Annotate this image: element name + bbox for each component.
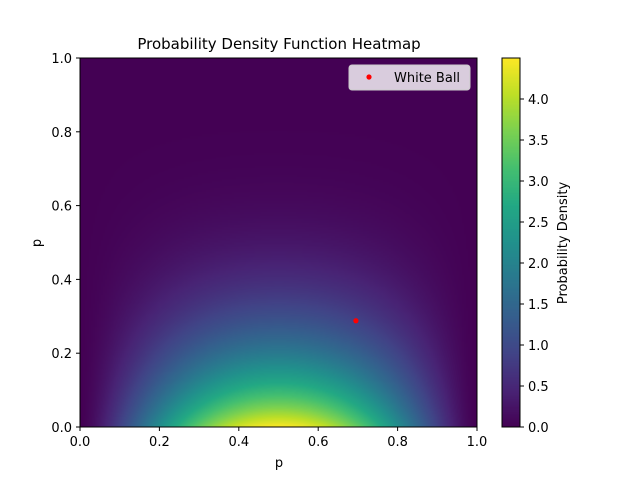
y-tick-label: 0.8 — [51, 126, 72, 141]
chart-title: Probability Density Function Heatmap — [137, 35, 420, 53]
colorbar-tick-label: 1.5 — [528, 298, 549, 313]
point-white-ball — [353, 318, 359, 324]
colorbar-tick-label: 2.0 — [528, 257, 549, 272]
colorbar-gradient — [502, 58, 520, 427]
x-tick-label: 1.0 — [467, 435, 488, 450]
y-tick-label: 0.2 — [51, 347, 72, 362]
y-tick-label: 0.0 — [51, 421, 72, 436]
legend-marker-white-ball — [366, 74, 372, 80]
colorbar-tick-label: 3.5 — [528, 134, 549, 149]
x-axis-label: p — [275, 456, 283, 471]
y-tick-label: 0.4 — [51, 273, 72, 288]
legend-label-white-ball: White Ball — [394, 71, 460, 86]
y-axis-label: p — [30, 239, 45, 247]
legend: White Ball — [348, 64, 471, 91]
colorbar-tick-label: 1.0 — [528, 339, 549, 354]
colorbar-tick-label: 0.0 — [528, 421, 549, 436]
x-tick-label: 0.2 — [149, 435, 170, 450]
colorbar-tick-label: 2.5 — [528, 216, 549, 231]
heatmap-plot-area — [79, 57, 478, 428]
colorbar: 0.0 0.5 1.0 1.5 2.0 2.5 3.0 3.5 4.0 — [501, 57, 549, 436]
colorbar-tick-label: 0.5 — [528, 380, 549, 395]
colorbar-frame — [501, 57, 521, 428]
colorbar-ticks: 0.0 0.5 1.0 1.5 2.0 2.5 3.0 3.5 4.0 — [520, 93, 549, 436]
y-tick-label: 1.0 — [51, 52, 72, 67]
x-tick-label: 0.0 — [70, 435, 91, 450]
data-points — [353, 318, 359, 324]
y-axis: 0.0 0.2 0.4 0.6 0.8 1.0 — [51, 52, 80, 436]
x-tick-label: 0.6 — [308, 435, 329, 450]
density-heatmap — [80, 58, 477, 427]
legend-box — [348, 64, 471, 91]
colorbar-tick-label: 4.0 — [528, 93, 549, 108]
y-tick-label: 0.6 — [51, 200, 72, 215]
x-tick-label: 0.4 — [228, 435, 249, 450]
x-axis: 0.0 0.2 0.4 0.6 0.8 1.0 — [70, 427, 488, 450]
colorbar-label: Probability Density — [556, 182, 571, 305]
plot-frame — [79, 57, 478, 428]
colorbar-tick-label: 3.0 — [528, 175, 549, 190]
x-tick-label: 0.8 — [387, 435, 408, 450]
